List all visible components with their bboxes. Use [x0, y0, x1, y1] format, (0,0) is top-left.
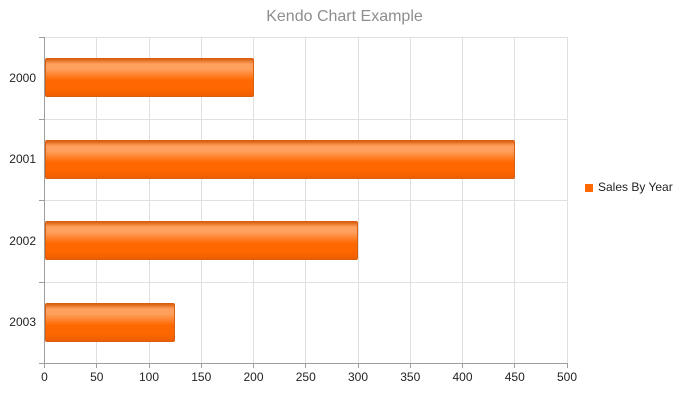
value-axis-tick — [96, 363, 98, 368]
value-axis-tick — [409, 363, 411, 368]
bar-2002[interactable] — [44, 221, 358, 261]
legend-marker-icon — [585, 183, 593, 192]
legend-item-sales-by-year[interactable]: Sales By Year — [585, 181, 673, 194]
value-axis-tick — [253, 363, 254, 368]
x-axis-label: 300 — [347, 370, 369, 384]
value-axis-tick — [514, 363, 516, 368]
x-axis-label: 250 — [295, 370, 316, 384]
category-axis-tick — [39, 37, 44, 38]
x-axis-label: 450 — [504, 370, 525, 384]
value-axis-tick — [200, 363, 202, 368]
horizontal-gridline — [44, 281, 567, 283]
x-axis-label: 0 — [41, 370, 48, 384]
value-axis-tick — [305, 363, 307, 368]
category-axis-tick — [39, 118, 44, 120]
y-axis-label: 2002 — [9, 233, 36, 248]
x-axis-label: 350 — [400, 370, 421, 384]
x-axis-label: 400 — [452, 370, 473, 384]
x-axis-label: 200 — [243, 370, 264, 384]
legend-label: Sales By Year — [598, 180, 673, 194]
value-axis-tick — [566, 363, 568, 368]
horizontal-gridline — [44, 37, 567, 38]
category-axis-tick — [39, 200, 44, 201]
category-axis-tick — [39, 363, 44, 364]
plot-area — [44, 37, 568, 363]
bar-2003[interactable] — [44, 302, 176, 342]
bar-2001[interactable] — [44, 139, 515, 179]
x-axis-label: 50 — [90, 370, 104, 384]
category-axis-tick — [39, 281, 44, 283]
x-axis-label: 150 — [191, 370, 212, 384]
x-axis-label: 500 — [556, 370, 578, 384]
horizontal-gridline — [44, 200, 567, 201]
y-axis-label: 2003 — [9, 315, 36, 330]
value-axis-tick — [357, 363, 359, 368]
value-axis-tick — [44, 363, 45, 368]
vertical-gridline — [566, 37, 568, 363]
y-axis-label: 2001 — [9, 152, 36, 167]
x-axis-label: 100 — [138, 370, 160, 384]
value-axis-tick — [462, 363, 463, 368]
chart-title: Kendo Chart Example — [266, 8, 423, 25]
value-axis-tick — [148, 363, 150, 368]
horizontal-gridline — [44, 118, 567, 120]
y-axis-label: 2000 — [9, 70, 36, 85]
bar-2000[interactable] — [44, 58, 254, 98]
